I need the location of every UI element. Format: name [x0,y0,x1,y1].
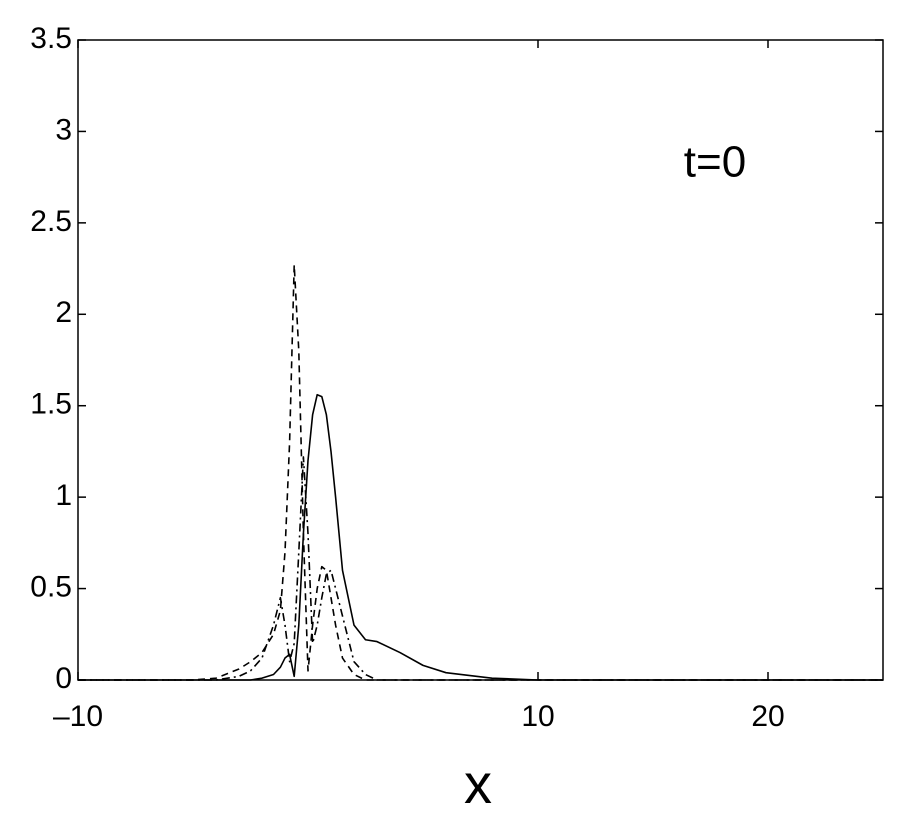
y-tick-label: 2 [55,296,72,329]
series-line [78,456,883,681]
x-tick-label: –10 [53,700,103,733]
annotation: t=0 [684,138,746,187]
x-axis-label: x [464,752,492,815]
x-tick-label: 10 [521,700,554,733]
y-tick-label: 1 [55,479,72,512]
y-tick-label: 0.5 [30,570,72,603]
y-tick-label: 0 [55,662,72,695]
y-tick-label: 3.5 [30,22,72,55]
plot-frame [77,39,884,681]
series-line [78,393,883,681]
x-tick-label: 20 [751,700,784,733]
y-tick-label: 3 [55,113,72,146]
series-line [78,264,883,681]
y-tick-label: 1.5 [30,388,72,421]
y-tick-label: 2.5 [30,205,72,238]
